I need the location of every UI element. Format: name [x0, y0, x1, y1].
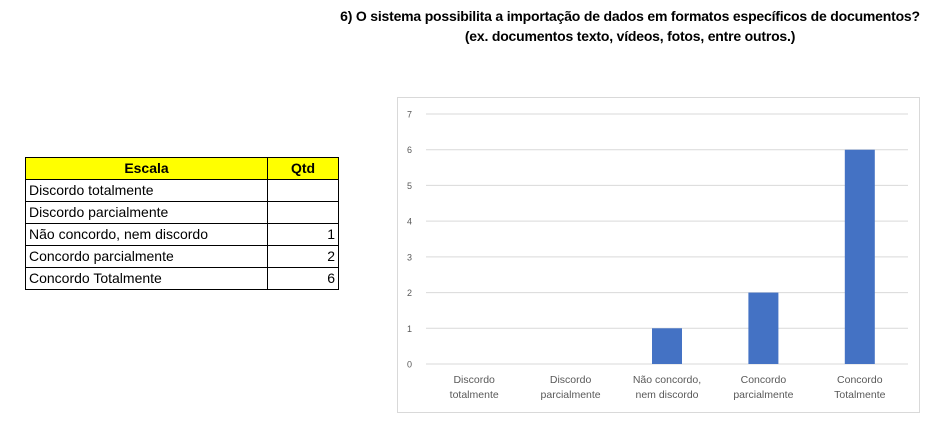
row-qty: 6 [267, 267, 339, 290]
row-label: Concordo Totalmente [25, 267, 268, 290]
x-tick-label: parcialmente [541, 389, 601, 401]
x-tick-label: nem discordo [635, 389, 698, 401]
x-tick-label: Não concordo, [633, 374, 701, 386]
x-tick-label: Concordo [741, 374, 787, 386]
x-tick-label: Concordo [837, 374, 883, 386]
row-label: Discordo totalmente [25, 179, 268, 202]
row-label: Não concordo, nem discordo [25, 223, 268, 246]
x-tick-label: totalmente [450, 389, 499, 401]
row-qty [267, 179, 339, 202]
x-tick-label: Totalmente [834, 389, 886, 401]
row-qty: 2 [267, 245, 339, 268]
row-qty: 1 [267, 223, 339, 246]
y-tick-label: 3 [407, 252, 412, 262]
table-header-row: Escala Qtd [25, 157, 339, 180]
table-row: Não concordo, nem discordo 1 [25, 223, 339, 246]
scale-table: Escala Qtd Discordo totalmente Discordo … [25, 157, 339, 290]
y-tick-label: 4 [407, 217, 412, 227]
y-tick-label: 2 [407, 288, 412, 298]
y-tick-label: 0 [407, 360, 412, 370]
table-row: Concordo parcialmente 2 [25, 245, 339, 268]
y-tick-label: 1 [407, 324, 412, 334]
table-row: Concordo Totalmente 6 [25, 267, 339, 290]
header-qtd: Qtd [267, 157, 339, 180]
x-tick-label: parcialmente [733, 389, 793, 401]
y-tick-label: 5 [407, 181, 412, 191]
bar-chart: 0 1 2 3 4 5 6 7 Discordo totalmente Discordo parcia… [407, 110, 908, 401]
table-row: Discordo parcialmente [25, 201, 339, 224]
title-line-2: (ex. documentos texto, vídeos, fotos, en… [464, 28, 796, 44]
row-qty [267, 201, 339, 224]
bar [844, 149, 875, 364]
bar [748, 292, 779, 364]
x-tick-label: Discordo [550, 374, 592, 386]
header-escala: Escala [25, 157, 268, 180]
row-label: Discordo parcialmente [25, 201, 268, 224]
row-label: Concordo parcialmente [25, 245, 268, 268]
chart-title: 6) O sistema possibilita a importação de… [300, 6, 949, 46]
bar [652, 328, 682, 364]
x-tick-label: Discordo [453, 374, 495, 386]
y-tick-label: 6 [407, 145, 412, 155]
table-row: Discordo totalmente [25, 179, 339, 202]
chart-area: 0 1 2 3 4 5 6 7 Discordo totalmente Discordo parcia… [397, 97, 920, 413]
y-tick-label: 7 [407, 110, 412, 120]
title-line-1: 6) O sistema possibilita a importação de… [340, 8, 920, 24]
